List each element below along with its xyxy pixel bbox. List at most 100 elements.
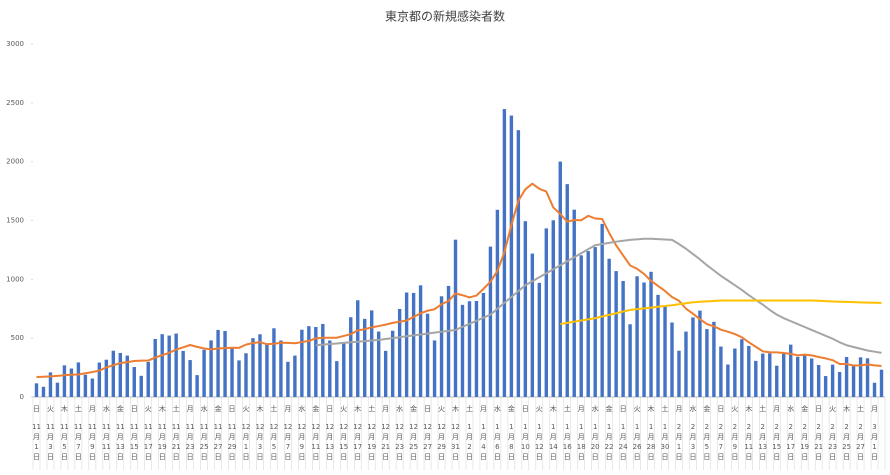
weekday-label: 土 (564, 404, 571, 413)
bar (425, 313, 430, 397)
weekday-label: 月 (284, 405, 291, 413)
x-tick-label: 11 月 3 日 (46, 423, 55, 461)
y-tick-label: 1000 (6, 275, 24, 283)
bar (816, 364, 821, 397)
bar (174, 333, 178, 397)
weekday-label: 木 (452, 404, 459, 413)
x-tick-label: 11 月 25 日 (200, 423, 209, 461)
x-tick-label: 11 月 13 日 (116, 423, 125, 461)
x-tick-label: 12 月 27 日 (423, 423, 432, 461)
weekday-label: 金 (410, 404, 417, 413)
weekday-label: 木 (256, 404, 263, 413)
bar (796, 356, 800, 397)
bar (90, 378, 95, 397)
bar (621, 280, 625, 397)
weekday-label: 木 (550, 404, 557, 413)
bar (404, 292, 409, 397)
bar (782, 352, 786, 397)
x-tick-label: 11 月 27 日 (214, 423, 223, 461)
bar (446, 285, 451, 397)
weekday-label: 水 (787, 404, 794, 413)
bar (460, 304, 465, 397)
bar (474, 300, 479, 397)
weekday-label: 金 (312, 404, 319, 413)
bar (216, 329, 220, 397)
weekday-label: 火 (145, 405, 152, 413)
weekday-label: 金 (801, 404, 808, 413)
x-tick-label: 12 月 15 日 (339, 423, 348, 461)
weekday-label: 木 (843, 404, 850, 413)
bar (719, 346, 723, 397)
x-tick-label: 2 月 13 日 (758, 423, 767, 461)
bar (733, 348, 737, 397)
bar (544, 228, 548, 397)
x-tick-label: 1 月 20 日 (591, 423, 600, 461)
bar (551, 220, 555, 397)
x-tick-label: 12 月 9 日 (297, 423, 306, 461)
weekday-label: 土 (662, 404, 669, 413)
x-tick-label: 2 月 15 日 (772, 423, 781, 461)
x-tick-label: 11 月 5 日 (60, 423, 69, 461)
bar (579, 255, 583, 397)
weekday-label: 月 (675, 405, 682, 413)
bar (768, 353, 772, 397)
weekday-label: 水 (201, 404, 208, 413)
bar (349, 317, 353, 397)
bar (265, 344, 269, 397)
bar (202, 349, 206, 397)
x-tick-label: 2 月 23 日 (828, 423, 837, 461)
bar (726, 364, 730, 397)
bar (809, 358, 814, 397)
bar (830, 364, 835, 397)
bar (223, 330, 227, 397)
bar (34, 383, 39, 397)
weekday-label: 日 (326, 405, 333, 413)
y-tick-label: 0 (20, 393, 24, 401)
weekday-label: 日 (424, 405, 431, 413)
weekday-label: 日 (229, 405, 236, 413)
bar (132, 366, 136, 397)
bar (363, 318, 367, 397)
x-tick-label: 12 月 3 日 (256, 423, 265, 461)
bar (600, 223, 604, 397)
bar (328, 340, 332, 397)
weekday-label: 木 (354, 404, 361, 413)
weekday-label: 水 (592, 404, 599, 413)
bar (383, 350, 388, 397)
bar (279, 340, 283, 397)
x-tick-label: 2 月 11 日 (744, 423, 753, 461)
bar (509, 115, 514, 398)
weekday-label: 木 (159, 404, 166, 413)
bar (663, 306, 667, 397)
x-tick-label: 2 月 27 日 (856, 423, 865, 461)
x-tick-label: 1 月 22 日 (605, 423, 614, 461)
bar (865, 358, 870, 397)
bar (705, 329, 709, 397)
weekday-label: 金 (215, 404, 222, 413)
bar (747, 345, 751, 397)
bar (397, 308, 402, 397)
weekday-label: 月 (871, 405, 878, 413)
bar (858, 357, 863, 397)
weekday-label: 日 (815, 405, 822, 413)
bar (307, 326, 311, 397)
bar (286, 361, 290, 397)
bar (488, 246, 493, 397)
bar (188, 360, 192, 397)
bar (467, 301, 472, 397)
weekday-label: 月 (89, 405, 96, 413)
bar (153, 338, 157, 397)
x-tick-label: 12 月 23 日 (395, 423, 404, 461)
bar (160, 334, 164, 397)
bar (572, 209, 576, 397)
weekday-label: 金 (606, 404, 613, 413)
bar (55, 382, 60, 397)
bar (356, 300, 360, 397)
y-tick-label: 3000 (6, 40, 24, 48)
bar (251, 338, 255, 397)
